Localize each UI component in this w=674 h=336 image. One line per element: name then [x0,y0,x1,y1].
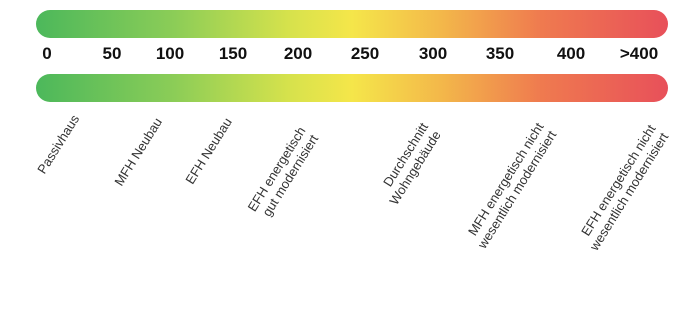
label-line: MFH Neubau [111,115,165,189]
tick-label: 250 [350,44,380,63]
label-passivhaus: Passivhaus [34,112,82,176]
gradient-bar-bottom [36,74,668,102]
label-line: EFH energetisch nicht [578,122,659,239]
tick-label: 200 [283,44,313,63]
tick-label: 300 [418,44,448,63]
label-efh-neubau: EFH Neubau [182,115,235,187]
tick-label: 350 [485,44,515,63]
label-mfh-nicht-modernisiert: MFH energetisch nicht wesentlich moderni… [462,120,559,251]
label-durchschnitt: Durchschnitt Wohngebäude [373,120,444,207]
label-line: Passivhaus [33,112,82,177]
label-efh-gut-modernisiert: EFH energetisch gut modernisiert [245,124,322,222]
label-line: MFH energetisch nicht [465,120,547,239]
label-mfh-neubau: MFH Neubau [111,115,165,189]
tick-label: 0 [42,44,52,63]
label-line: EFH Neubau [182,115,235,187]
tick-label: >400 [619,44,659,63]
tick-label: 100 [155,44,185,63]
gradient-bar-top [36,10,668,38]
label-efh-nicht-modernisiert: EFH energetisch nicht wesentlich moderni… [574,122,671,253]
tick-label: 400 [556,44,586,63]
tick-label: 50 [102,44,122,63]
tick-label: 150 [218,44,248,63]
